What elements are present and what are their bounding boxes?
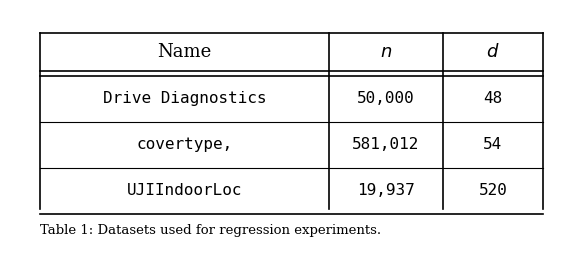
Text: Drive Diagnostics: Drive Diagnostics bbox=[102, 91, 266, 106]
Text: Name: Name bbox=[157, 43, 212, 61]
Text: UJIIndoorLoc: UJIIndoorLoc bbox=[127, 183, 242, 198]
Text: 19,937: 19,937 bbox=[357, 183, 415, 198]
Text: $d$: $d$ bbox=[486, 43, 500, 61]
Text: Table 1: Datasets used for regression experiments.: Table 1: Datasets used for regression ex… bbox=[40, 224, 381, 237]
Text: 54: 54 bbox=[483, 137, 503, 152]
Text: covertype,: covertype, bbox=[136, 137, 233, 152]
Text: 581,012: 581,012 bbox=[352, 137, 419, 152]
Text: 520: 520 bbox=[478, 183, 508, 198]
Text: 50,000: 50,000 bbox=[357, 91, 415, 106]
Text: 48: 48 bbox=[483, 91, 503, 106]
Text: $n$: $n$ bbox=[380, 43, 392, 61]
